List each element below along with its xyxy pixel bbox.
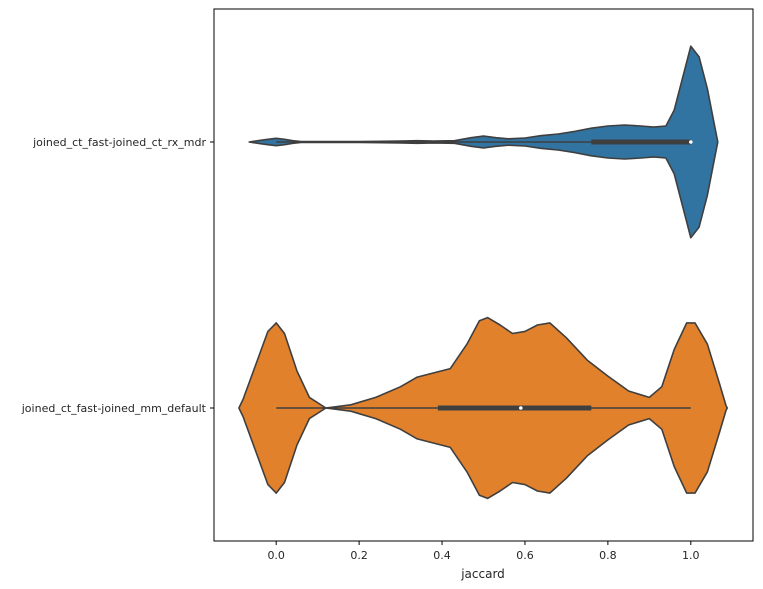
median-marker (689, 140, 693, 144)
boxes-layer (276, 139, 693, 411)
y-tick-label: joined_ct_fast-joined_ct_rx_mdr (32, 136, 206, 149)
median-marker (519, 406, 523, 410)
x-tick-label: 0.6 (516, 549, 534, 562)
x-tick-label: 0.2 (350, 549, 368, 562)
x-tick-label: 0.8 (599, 549, 617, 562)
iqr-box (591, 139, 691, 145)
y-axis: joined_ct_fast-joined_ct_rx_mdr joined_ct… (21, 136, 214, 415)
x-tick-label: 0.0 (267, 549, 285, 562)
y-tick-label: joined_ct_fast-joined_mm_default (21, 402, 207, 415)
x-axis-label: jaccard (460, 567, 505, 581)
iqr-box (437, 405, 592, 411)
x-axis: 0.0 0.2 0.4 0.6 0.8 1.0 (267, 541, 700, 562)
x-tick-label: 1.0 (682, 549, 700, 562)
x-tick-label: 0.4 (433, 549, 451, 562)
